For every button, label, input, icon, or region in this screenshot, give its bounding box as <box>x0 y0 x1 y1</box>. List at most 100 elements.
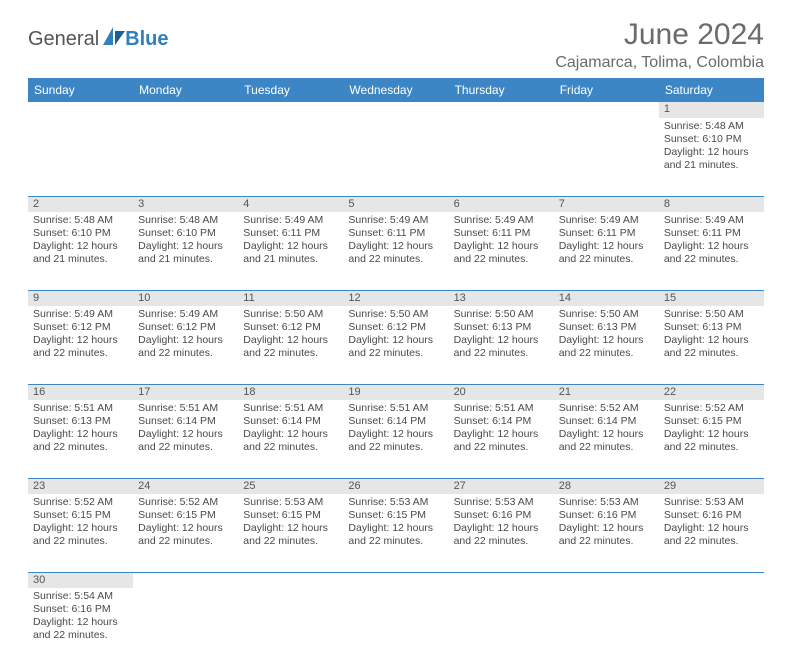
day-sunset: Sunset: 6:15 PM <box>33 509 128 522</box>
day-cell: Sunrise: 5:54 AMSunset: 6:16 PMDaylight:… <box>28 588 133 666</box>
day-d2: and 22 minutes. <box>243 535 338 548</box>
weekday-header-row: Sunday Monday Tuesday Wednesday Thursday… <box>28 78 764 102</box>
day-detail: Sunrise: 5:53 AMSunset: 6:15 PMDaylight:… <box>238 494 343 553</box>
day-cell: Sunrise: 5:52 AMSunset: 6:15 PMDaylight:… <box>133 494 238 572</box>
day-cell <box>554 588 659 666</box>
day-cell <box>343 588 448 666</box>
day-d1: Daylight: 12 hours <box>348 334 443 347</box>
day-sunset: Sunset: 6:16 PM <box>454 509 549 522</box>
day-number-cell: 16 <box>28 384 133 400</box>
day-cell: Sunrise: 5:48 AMSunset: 6:10 PMDaylight:… <box>659 118 764 196</box>
day-cell: Sunrise: 5:50 AMSunset: 6:12 PMDaylight:… <box>238 306 343 384</box>
day-sunset: Sunset: 6:14 PM <box>559 415 654 428</box>
day-sunrise: Sunrise: 5:50 AM <box>243 308 338 321</box>
logo-text-1: General <box>28 28 99 51</box>
day-cell <box>238 588 343 666</box>
day-sunset: Sunset: 6:12 PM <box>243 321 338 334</box>
day-sunset: Sunset: 6:10 PM <box>33 227 128 240</box>
day-detail: Sunrise: 5:49 AMSunset: 6:11 PMDaylight:… <box>659 212 764 271</box>
day-cell: Sunrise: 5:49 AMSunset: 6:11 PMDaylight:… <box>238 212 343 290</box>
day-detail: Sunrise: 5:53 AMSunset: 6:16 PMDaylight:… <box>554 494 659 553</box>
day-sunrise: Sunrise: 5:49 AM <box>33 308 128 321</box>
day-number-cell: 20 <box>449 384 554 400</box>
day-sunrise: Sunrise: 5:50 AM <box>559 308 654 321</box>
day-sunset: Sunset: 6:13 PM <box>454 321 549 334</box>
day-cell <box>449 118 554 196</box>
day-cell: Sunrise: 5:49 AMSunset: 6:12 PMDaylight:… <box>133 306 238 384</box>
day-d1: Daylight: 12 hours <box>243 240 338 253</box>
day-number-cell: 19 <box>343 384 448 400</box>
day-d1: Daylight: 12 hours <box>454 522 549 535</box>
day-d1: Daylight: 12 hours <box>664 428 759 441</box>
day-d2: and 22 minutes. <box>33 441 128 454</box>
day-sunset: Sunset: 6:11 PM <box>348 227 443 240</box>
day-number-cell: 4 <box>238 196 343 212</box>
day-number-cell: 5 <box>343 196 448 212</box>
day-cell: Sunrise: 5:53 AMSunset: 6:15 PMDaylight:… <box>343 494 448 572</box>
day-number-cell: 24 <box>133 478 238 494</box>
day-sunrise: Sunrise: 5:49 AM <box>138 308 233 321</box>
day-number-cell <box>238 572 343 588</box>
day-detail: Sunrise: 5:53 AMSunset: 6:16 PMDaylight:… <box>659 494 764 553</box>
day-sunrise: Sunrise: 5:49 AM <box>243 214 338 227</box>
day-cell: Sunrise: 5:49 AMSunset: 6:11 PMDaylight:… <box>659 212 764 290</box>
day-number-cell: 18 <box>238 384 343 400</box>
logo-sail-icon <box>101 25 127 47</box>
day-number-cell <box>449 572 554 588</box>
day-cell <box>133 118 238 196</box>
day-cell <box>28 118 133 196</box>
col-friday: Friday <box>554 78 659 102</box>
day-cell: Sunrise: 5:51 AMSunset: 6:14 PMDaylight:… <box>133 400 238 478</box>
day-cell: Sunrise: 5:51 AMSunset: 6:14 PMDaylight:… <box>343 400 448 478</box>
day-sunrise: Sunrise: 5:52 AM <box>33 496 128 509</box>
day-cell: Sunrise: 5:52 AMSunset: 6:15 PMDaylight:… <box>659 400 764 478</box>
day-d1: Daylight: 12 hours <box>138 522 233 535</box>
calendar-table: Sunday Monday Tuesday Wednesday Thursday… <box>28 78 764 666</box>
day-sunset: Sunset: 6:13 PM <box>559 321 654 334</box>
day-sunrise: Sunrise: 5:53 AM <box>348 496 443 509</box>
day-sunset: Sunset: 6:13 PM <box>33 415 128 428</box>
day-number-row: 9101112131415 <box>28 290 764 306</box>
day-cell: Sunrise: 5:51 AMSunset: 6:14 PMDaylight:… <box>449 400 554 478</box>
day-sunset: Sunset: 6:16 PM <box>664 509 759 522</box>
day-cell: Sunrise: 5:48 AMSunset: 6:10 PMDaylight:… <box>28 212 133 290</box>
day-cell <box>659 588 764 666</box>
day-sunset: Sunset: 6:16 PM <box>559 509 654 522</box>
day-cell: Sunrise: 5:50 AMSunset: 6:13 PMDaylight:… <box>554 306 659 384</box>
day-d2: and 22 minutes. <box>33 629 128 642</box>
day-sunset: Sunset: 6:11 PM <box>243 227 338 240</box>
day-sunrise: Sunrise: 5:49 AM <box>454 214 549 227</box>
day-number-cell <box>554 572 659 588</box>
day-detail: Sunrise: 5:52 AMSunset: 6:15 PMDaylight:… <box>133 494 238 553</box>
day-sunrise: Sunrise: 5:52 AM <box>664 402 759 415</box>
day-number-cell: 2 <box>28 196 133 212</box>
day-d2: and 22 minutes. <box>559 347 654 360</box>
day-sunrise: Sunrise: 5:51 AM <box>138 402 233 415</box>
day-d2: and 22 minutes. <box>454 347 549 360</box>
day-number-cell: 1 <box>659 102 764 118</box>
day-cell <box>449 588 554 666</box>
day-d2: and 21 minutes. <box>243 253 338 266</box>
day-d2: and 22 minutes. <box>454 535 549 548</box>
day-d2: and 22 minutes. <box>454 253 549 266</box>
day-sunrise: Sunrise: 5:51 AM <box>243 402 338 415</box>
day-detail: Sunrise: 5:51 AMSunset: 6:14 PMDaylight:… <box>449 400 554 459</box>
day-sunset: Sunset: 6:12 PM <box>348 321 443 334</box>
day-d2: and 21 minutes. <box>33 253 128 266</box>
col-wednesday: Wednesday <box>343 78 448 102</box>
day-cell: Sunrise: 5:53 AMSunset: 6:15 PMDaylight:… <box>238 494 343 572</box>
day-cell <box>238 118 343 196</box>
day-cell: Sunrise: 5:50 AMSunset: 6:12 PMDaylight:… <box>343 306 448 384</box>
day-number-cell: 10 <box>133 290 238 306</box>
col-thursday: Thursday <box>449 78 554 102</box>
logo-text-2: Blue <box>125 28 168 51</box>
day-d1: Daylight: 12 hours <box>243 522 338 535</box>
day-sunrise: Sunrise: 5:48 AM <box>664 120 759 133</box>
day-d2: and 22 minutes. <box>348 253 443 266</box>
day-detail: Sunrise: 5:50 AMSunset: 6:13 PMDaylight:… <box>449 306 554 365</box>
day-number-cell <box>133 102 238 118</box>
day-d2: and 21 minutes. <box>138 253 233 266</box>
day-sunrise: Sunrise: 5:53 AM <box>664 496 759 509</box>
day-sunrise: Sunrise: 5:52 AM <box>138 496 233 509</box>
day-sunset: Sunset: 6:11 PM <box>559 227 654 240</box>
